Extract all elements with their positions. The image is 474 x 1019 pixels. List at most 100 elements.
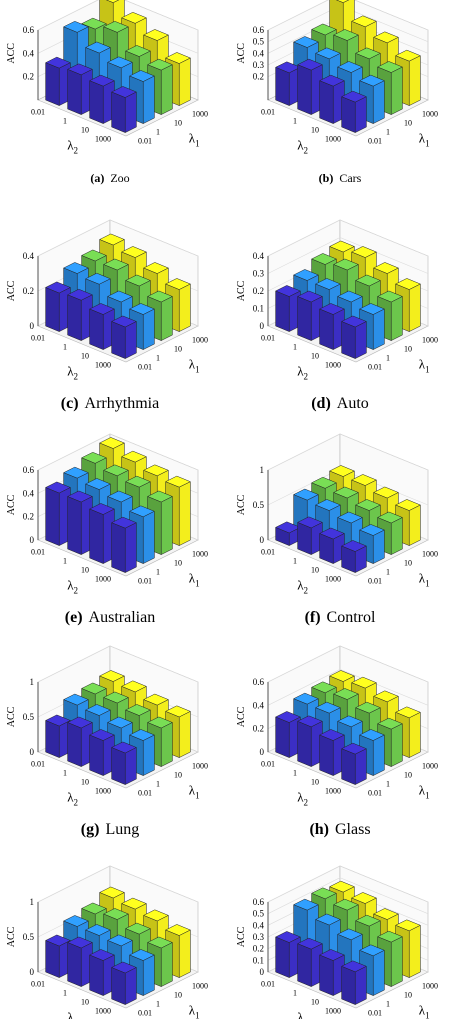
z-tick-label: 0.1 (253, 955, 264, 965)
z-gridline (267, 0, 429, 31)
lambda1-tick-label: 10 (404, 559, 412, 568)
lambda2-tick-label: 0.01 (31, 980, 45, 989)
bar-l2-0.01-l1-0.01 (274, 61, 302, 107)
z-gridline (267, 645, 429, 683)
lambda1-axis-label: λ1 (419, 1003, 430, 1019)
z-tick-label: 0.4 (23, 48, 35, 58)
lambda1-tick-label: 0.01 (138, 137, 152, 146)
z-tick-label: 0.2 (253, 724, 264, 734)
panel-caption: (b) Cars (319, 171, 362, 185)
lambda2-tick-label: 1 (293, 557, 297, 566)
lambda1-tick-label: 0.01 (368, 1009, 382, 1018)
z-tick-label: 0 (260, 321, 265, 331)
bar-l2-1-l1-0.01 (66, 490, 94, 556)
panel-caption: (h) Glass (309, 821, 370, 838)
lambda2-tick-label: 0.01 (261, 108, 275, 117)
bar-l2-10-l1-0.01 (88, 303, 116, 351)
lambda2-tick-label: 1000 (95, 1007, 111, 1016)
bar-l2-1000-l1-0.01 (340, 742, 368, 786)
bar-l2-1000-l1-0.01 (110, 315, 138, 360)
z-tick-label: 0.5 (23, 712, 35, 722)
z-gridline (267, 433, 429, 471)
z-axis-label: ACC (236, 706, 247, 727)
lambda2-axis-label: λ2 (67, 363, 78, 381)
bar-l2-1000-l1-10 (146, 290, 174, 342)
lambda2-tick-label: 0.01 (31, 548, 45, 557)
z-tick-label: 0.2 (23, 512, 34, 522)
lambda1-axis-label: λ1 (189, 357, 200, 375)
bar-l2-1000-l1-0.01 (110, 961, 138, 1006)
bar-l2-10-l1-0.01 (318, 949, 346, 997)
bar-l2-0.01-l1-0.01 (274, 711, 302, 759)
bar-l2-0.01-l1-0.01 (44, 56, 72, 107)
lambda2-tick-label: 10 (81, 778, 89, 787)
lambda2-tick-label: 0.01 (31, 760, 45, 769)
bar-l2-10-l1-0.01 (318, 527, 346, 565)
lambda1-tick-label: 1000 (422, 110, 438, 119)
z-tick-label: 0.4 (253, 48, 265, 58)
lambda1-tick-label: 0.01 (138, 363, 152, 372)
bar-l2-1-l1-0.01 (296, 937, 324, 988)
lambda1-tick-label: 10 (404, 345, 412, 354)
lambda2-tick-label: 1000 (325, 361, 341, 370)
lambda1-tick-label: 1 (156, 354, 160, 363)
bar-l2-10-l1-0.01 (88, 949, 116, 997)
lambda2-tick-label: 0.01 (31, 334, 45, 343)
lambda2-tick-label: 1 (293, 117, 297, 126)
lambda2-tick-label: 1 (63, 557, 67, 566)
z-tick-label: 0.2 (253, 944, 264, 954)
z-axis-label: ACC (236, 494, 247, 515)
z-gridline (267, 668, 429, 706)
z-tick-label: 0 (30, 321, 35, 331)
lambda2-tick-label: 1000 (95, 575, 111, 584)
z-axis-label: ACC (6, 280, 17, 301)
z-tick-label: 0 (260, 967, 265, 977)
lambda1-axis-label: λ1 (189, 131, 200, 149)
lambda2-tick-label: 1000 (95, 361, 111, 370)
lambda2-tick-label: 1000 (95, 135, 111, 144)
z-tick-label: 0.6 (253, 897, 265, 907)
z-tick-label: 0.4 (253, 251, 265, 261)
lambda1-axis-label: λ1 (189, 783, 200, 801)
z-tick-label: 0.4 (23, 488, 35, 498)
lambda1-axis-label: λ1 (189, 1003, 200, 1019)
z-tick-label: 0.5 (253, 37, 265, 47)
z-tick-label: 0.1 (253, 304, 264, 314)
chart-panel-lung: 0 0.5 1 ACC 0.01 1 10 1000 0.01 1 10 1000 λ2 λ1 (g) Lun… (6, 645, 208, 838)
lambda1-tick-label: 10 (404, 771, 412, 780)
z-tick-label: 1 (260, 465, 265, 475)
bar-l2-1-l1-0.01 (66, 288, 94, 342)
z-gridline (37, 433, 199, 471)
z-tick-label: 0.2 (23, 72, 34, 82)
lambda1-tick-label: 10 (404, 991, 412, 1000)
lambda2-tick-label: 10 (81, 998, 89, 1007)
z-tick-label: 0 (30, 535, 35, 545)
lambda1-tick-label: 1000 (192, 982, 208, 991)
z-tick-label: 0 (260, 747, 265, 757)
lambda2-axis-label: λ2 (67, 577, 78, 595)
lambda2-tick-label: 1 (63, 989, 67, 998)
panel-caption: (d) Auto (311, 395, 369, 412)
lambda1-tick-label: 0.01 (368, 789, 382, 798)
chart-panel-control: 0 0.5 1 ACC 0.01 1 10 1000 0.01 1 10 1000 λ2 λ1 (f) Con… (236, 433, 438, 626)
bar-l2-1-l1-0.01 (296, 58, 324, 116)
bar-l2-1-l1-0.01 (296, 715, 324, 768)
bar-l2-1-l1-0.01 (66, 936, 94, 988)
lambda2-tick-label: 0.01 (261, 334, 275, 343)
lambda1-tick-label: 1 (386, 354, 390, 363)
lambda1-tick-label: 1000 (422, 550, 438, 559)
chart-panel-waveform: 0 0.10.2 0.3 0.40.5 0.6 ACC 0.01 1 10 1000 0.01 1 10… (236, 865, 438, 1019)
bar-l2-10-l1-0.01 (88, 729, 116, 777)
lambda2-tick-label: 1 (63, 117, 67, 126)
z-tick-label: 0.4 (23, 251, 35, 261)
z-tick-label: 0.6 (23, 25, 35, 35)
z-tick-label: 0.5 (23, 932, 35, 942)
z-gridline (267, 237, 429, 274)
z-gridline (267, 219, 429, 257)
z-tick-label: 0 (260, 535, 265, 545)
lambda1-tick-label: 1 (386, 128, 390, 137)
panel-caption: (g) Lung (81, 821, 139, 838)
chart-panel-dermatology: 00.51ACC0.0111010000.011101000λ2λ1(i)Der… (6, 865, 208, 1019)
lambda1-tick-label: 0.01 (368, 137, 382, 146)
